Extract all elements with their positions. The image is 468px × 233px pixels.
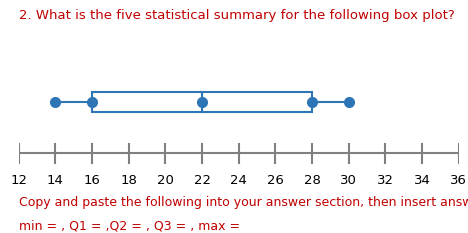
Text: 22: 22	[194, 174, 211, 187]
Text: 36: 36	[450, 174, 467, 187]
Bar	[92, 92, 312, 113]
Text: 30: 30	[340, 174, 357, 187]
Text: 12: 12	[10, 174, 27, 187]
Text: 20: 20	[157, 174, 174, 187]
Text: 18: 18	[120, 174, 137, 187]
Text: 28: 28	[304, 174, 321, 187]
Text: 2. What is the five statistical summary for the following box plot?: 2. What is the five statistical summary …	[19, 9, 454, 22]
Text: 14: 14	[47, 174, 64, 187]
Text: 32: 32	[377, 174, 394, 187]
Text: 24: 24	[230, 174, 247, 187]
Text: 16: 16	[84, 174, 101, 187]
Text: 26: 26	[267, 174, 284, 187]
Text: Copy and paste the following into your answer section, then insert answers:: Copy and paste the following into your a…	[19, 196, 468, 209]
Text: min = , Q1 = ,Q2 = , Q3 = , max =: min = , Q1 = ,Q2 = , Q3 = , max =	[19, 219, 240, 232]
Text: 34: 34	[414, 174, 431, 187]
